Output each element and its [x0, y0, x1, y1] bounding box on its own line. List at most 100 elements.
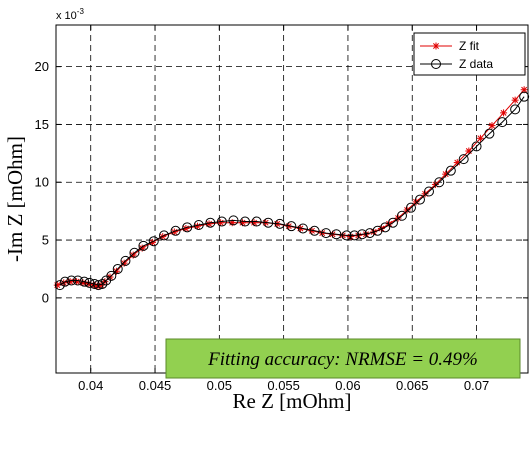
data-point	[193, 220, 204, 231]
legend-marker-z-data	[431, 59, 441, 69]
data-point	[423, 186, 434, 197]
data-point	[129, 247, 140, 258]
legend: Z fit Z data	[413, 32, 526, 76]
asterisk-stroke	[489, 122, 495, 129]
data-point	[405, 202, 416, 213]
data-point	[84, 277, 95, 288]
data-point	[148, 236, 159, 247]
asterisk-stroke	[433, 43, 439, 49]
data-point	[497, 117, 508, 128]
annotation-background	[165, 338, 521, 379]
y-tick-label: 20	[35, 59, 49, 74]
data-point	[97, 278, 108, 289]
data-point	[54, 280, 65, 291]
data-point	[274, 218, 285, 229]
data-point	[347, 233, 355, 241]
legend-label-z-fit: Z fit	[459, 39, 480, 53]
data-point	[349, 230, 360, 241]
x-tick-label: 0.055	[267, 378, 300, 393]
data-point	[500, 109, 508, 117]
asterisk-stroke	[130, 252, 137, 259]
data-point	[331, 229, 342, 240]
data-point	[321, 228, 332, 239]
data-point	[434, 177, 445, 188]
data-point	[112, 263, 123, 274]
series-line	[59, 96, 525, 286]
asterisk-stroke	[442, 171, 449, 178]
asterisk-stroke	[251, 219, 258, 226]
asterisk-stroke	[121, 260, 128, 267]
axis-ticks: 0.04 0.045 0.05 0.055 0.06 0.065 0.07 0 5 10 15 20	[35, 25, 528, 393]
data-point	[396, 210, 407, 221]
data-point	[476, 134, 484, 142]
data-point	[182, 222, 193, 233]
asterisk-stroke	[500, 109, 507, 116]
y-exponent-label: x 10-3	[56, 7, 84, 22]
asterisk-stroke	[67, 278, 74, 285]
data-point	[510, 104, 521, 115]
x-tick-label: 0.045	[139, 378, 172, 393]
asterisk-stroke	[362, 231, 369, 238]
asterisk-stroke	[477, 135, 484, 142]
asterisk-stroke	[206, 220, 213, 227]
x-tick-label: 0.065	[396, 378, 429, 393]
data-point	[511, 96, 519, 104]
data-point	[484, 128, 495, 139]
data-point	[170, 225, 181, 236]
data-point	[251, 216, 262, 227]
data-point	[217, 219, 225, 227]
data-point	[66, 275, 77, 286]
data-point	[240, 216, 251, 227]
data-point	[159, 230, 170, 241]
x-tick-label: 0.04	[78, 378, 103, 393]
data-point	[216, 216, 227, 227]
data-point	[53, 281, 61, 289]
data-point	[364, 228, 375, 239]
legend-box	[413, 32, 526, 76]
legend-asterisk	[432, 42, 440, 50]
series-z-data	[54, 91, 530, 291]
grid-lines	[56, 25, 528, 373]
y-tick-label: 5	[42, 233, 49, 248]
data-point	[414, 194, 425, 205]
asterisk-stroke	[217, 219, 224, 226]
x-tick-label: 0.07	[464, 378, 489, 393]
data-point	[488, 122, 496, 130]
asterisk-stroke	[347, 233, 354, 240]
data-point	[72, 275, 83, 286]
data-point	[357, 229, 368, 240]
data-point	[458, 154, 469, 165]
y-tick-label: 15	[35, 117, 49, 132]
asterisk-stroke	[465, 148, 472, 154]
data-point	[89, 278, 100, 289]
data-point	[106, 270, 117, 281]
asterisk-stroke	[319, 230, 326, 237]
data-point	[120, 255, 131, 266]
asterisk-stroke	[355, 232, 362, 239]
x-axis-title: Re Z [mOhm]	[233, 389, 352, 413]
data-point	[341, 230, 352, 241]
data-point	[354, 231, 362, 239]
y-tick-label: 0	[42, 290, 49, 305]
plot-area	[56, 25, 528, 373]
x-tick-label: 0.06	[335, 378, 360, 393]
data-point	[297, 223, 308, 234]
y-axis-title: -Im Z [mOhm]	[3, 136, 27, 262]
series-layer	[53, 86, 530, 291]
data-point	[205, 217, 216, 228]
data-point	[445, 165, 456, 176]
asterisk-stroke	[139, 245, 146, 252]
asterisk-stroke	[521, 86, 528, 93]
x-tick-label: 0.05	[207, 378, 232, 393]
data-point	[309, 225, 320, 236]
annotation-text: Fitting accuracy: NRMSE = 0.49%	[207, 349, 478, 370]
data-point	[380, 222, 391, 233]
data-point	[286, 221, 297, 232]
data-point	[263, 217, 274, 228]
data-point	[387, 217, 398, 228]
annotation-box: Fitting accuracy: NRMSE = 0.49%	[165, 338, 521, 379]
data-point	[60, 276, 71, 287]
data-point	[519, 91, 530, 102]
